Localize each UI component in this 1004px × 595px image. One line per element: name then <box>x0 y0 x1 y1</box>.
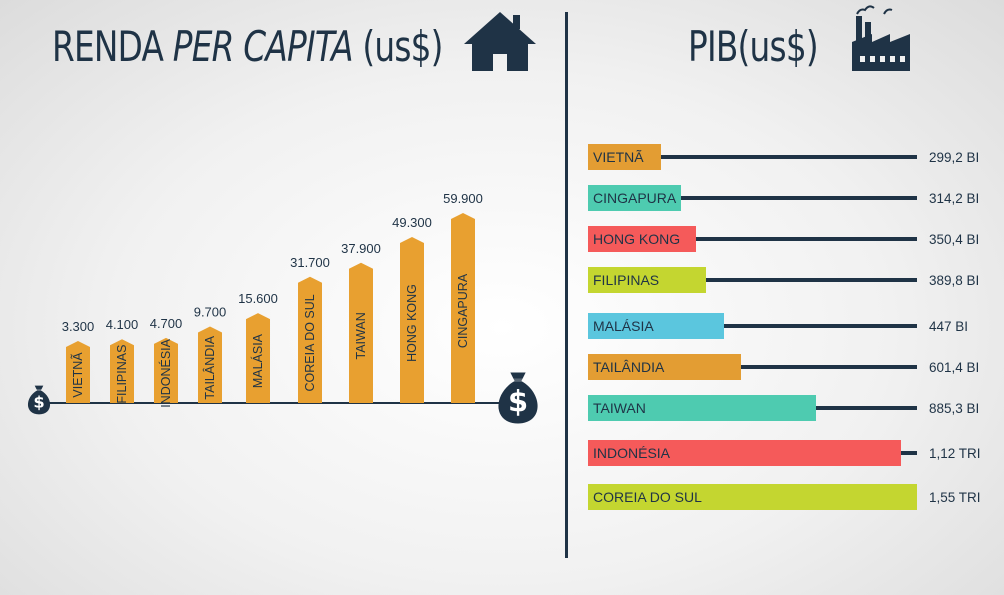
gdp-value-label: 447 BI <box>929 319 968 334</box>
bar-renda <box>154 337 178 403</box>
gdp-category-label: CINGAPURA <box>593 190 677 206</box>
bar-value-label: 31.700 <box>290 255 330 270</box>
bar-renda <box>298 276 322 403</box>
gdp-category-label: TAILÂNDIA <box>593 359 665 375</box>
bar-renda <box>246 313 270 403</box>
gdp-bar <box>588 440 901 466</box>
bar-category-label: MALÁSIA <box>250 333 265 388</box>
bar-renda <box>400 236 424 403</box>
bar-value-label: 37.900 <box>341 241 381 256</box>
divider <box>565 12 568 558</box>
bar-category-label: COREIA DO SUL <box>303 294 317 391</box>
gdp-bar <box>588 267 706 293</box>
gdp-category-label: INDONÉSIA <box>593 445 671 461</box>
gdp-value-label: 601,4 BI <box>929 360 979 375</box>
gdp-category-label: COREIA DO SUL <box>593 489 702 505</box>
money-bag-big-icon: $ <box>498 372 538 424</box>
svg-text:$: $ <box>508 385 528 419</box>
bar-category-label: HONG KONG <box>405 284 419 362</box>
gdp-bar <box>588 395 816 421</box>
gdp-category-label: FILIPINAS <box>593 272 659 288</box>
bar-renda <box>198 326 222 403</box>
chart-title-pib: PIB(us$) <box>688 22 819 71</box>
bar-value-label: 49.300 <box>392 215 432 230</box>
title-part2: (us$) <box>352 22 443 71</box>
bar-value-label: 15.600 <box>238 291 278 306</box>
title-part1: RENDA <box>52 22 173 71</box>
bar-value-label: 4.700 <box>150 316 183 331</box>
gdp-category-label: VIETNÃ <box>593 149 644 165</box>
gdp-value-label: 885,3 BI <box>929 401 979 416</box>
bar-renda <box>451 213 475 403</box>
bar-category-label: TAIWAN <box>354 312 368 359</box>
gdp-value-label: 1,12 TRI <box>929 446 981 461</box>
gdp-value-label: 389,8 BI <box>929 273 979 288</box>
bar-category-label: INDONÉSIA <box>158 338 173 407</box>
gdp-bar <box>588 313 724 339</box>
gdp-bar <box>588 484 917 510</box>
gdp-value-label: 1,55 TRI <box>929 490 981 505</box>
svg-text:$: $ <box>33 393 44 412</box>
bar-value-label: 3.300 <box>62 319 95 334</box>
bar-value-label: 59.900 <box>443 191 483 206</box>
money-bag-small-icon: $ <box>27 385 51 415</box>
bar-category-label: CINGAPURA <box>456 273 470 348</box>
gdp-bar <box>588 354 741 380</box>
gdp-value-label: 314,2 BI <box>929 191 979 206</box>
title-italic: PER CAPITA <box>172 22 354 71</box>
gdp-category-label: HONG KONG <box>593 231 680 247</box>
bar-renda <box>349 262 373 403</box>
bar-category-label: VIETNÃ <box>71 352 85 398</box>
bar-renda <box>66 341 90 403</box>
gdp-bar <box>588 144 661 170</box>
gdp-value-label: 350,4 BI <box>929 232 979 247</box>
bar-value-label: 4.100 <box>106 317 139 332</box>
gdp-category-label: MALÁSIA <box>593 318 654 334</box>
gdp-category-label: TAIWAN <box>593 400 646 416</box>
gdp-bar <box>588 185 681 211</box>
gdp-value-label: 299,2 BI <box>929 150 979 165</box>
chart-title-renda: RENDA PER CAPITA (us$) <box>52 22 443 71</box>
bar-value-label: 9.700 <box>194 305 227 320</box>
bar-category-label: FILIPINAS <box>115 345 129 404</box>
bar-renda <box>110 339 134 403</box>
bar-category-label: TAILÂNDIA <box>202 335 217 399</box>
gdp-bar <box>588 226 696 252</box>
